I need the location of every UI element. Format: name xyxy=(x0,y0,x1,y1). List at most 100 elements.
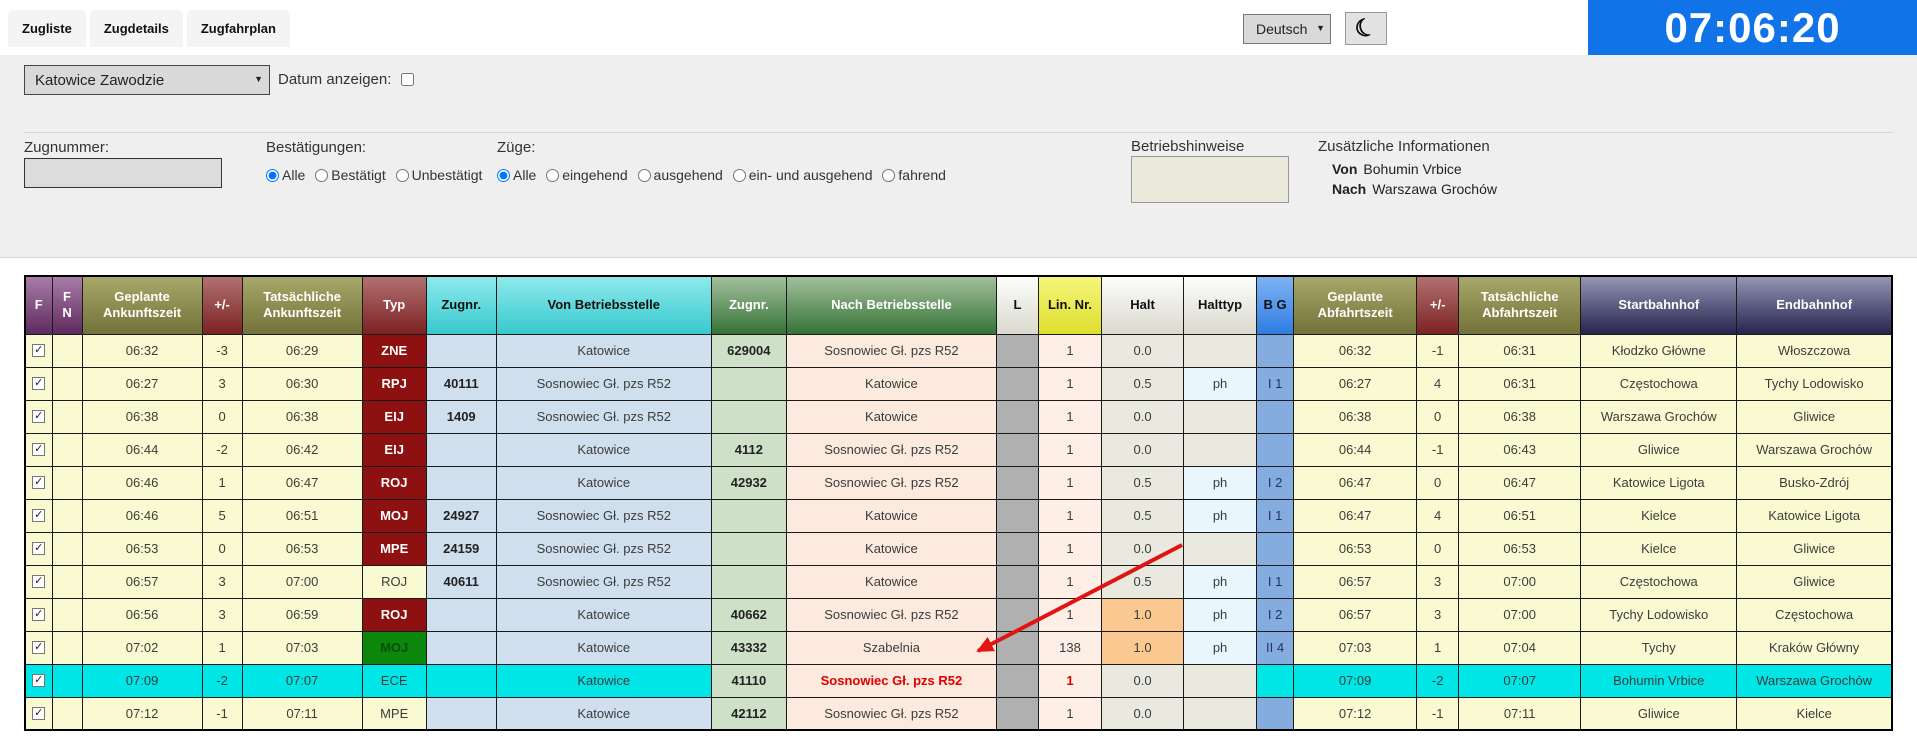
row-checkbox[interactable] xyxy=(32,575,46,588)
cell-halt: 0.0 xyxy=(1101,663,1185,698)
station-select[interactable]: Katowice Zawodzie xyxy=(24,65,270,95)
row-checkbox[interactable] xyxy=(32,344,46,357)
zugnummer-label: Zugnummer: xyxy=(24,139,110,156)
cell-typ: MOJ xyxy=(361,630,427,665)
cell-halt: 0.0 xyxy=(1101,696,1185,731)
cell-delta-abfahrt: 3 xyxy=(1416,564,1460,599)
cell-fn xyxy=(51,630,83,665)
tab-zugliste[interactable]: Zugliste xyxy=(8,10,86,47)
table-row[interactable]: 06:32 -3 06:29 ZNE Katowice 629004 Sosno… xyxy=(24,333,1893,368)
table-row[interactable]: 07:09 -2 07:07 ECE Katowice 41110 Sosnow… xyxy=(24,663,1893,698)
radio-option[interactable]: Alle xyxy=(266,167,305,183)
cell-halttyp: ph xyxy=(1183,498,1258,533)
cell-lin-nr: 138 xyxy=(1037,630,1103,665)
tab-zugfahrplan[interactable]: Zugfahrplan xyxy=(186,10,290,47)
cell-l xyxy=(995,333,1039,368)
radio-ein-und-ausgehend[interactable] xyxy=(732,169,746,182)
cell-zugnr-von xyxy=(425,465,497,500)
table-row[interactable]: 06:46 5 06:51 MOJ 24927 Sosnowiec Gł. pz… xyxy=(24,498,1893,533)
table-row[interactable]: 07:02 1 07:03 MOJ Katowice 43332 Szabeln… xyxy=(24,630,1893,665)
cell-bg: I 1 xyxy=(1256,366,1295,401)
cell-zugnr-von: 24927 xyxy=(425,498,497,533)
cell-fn xyxy=(51,465,83,500)
radio-option[interactable]: Bestätigt xyxy=(315,167,386,183)
cell-delta-abfahrt: 3 xyxy=(1416,597,1460,632)
cell-tatsaechliche-abfahrt: 06:31 xyxy=(1458,366,1582,401)
cell-fn xyxy=(51,531,83,566)
cell-tatsaechliche-ankunft: 06:38 xyxy=(241,399,363,434)
radio-option[interactable]: Alle xyxy=(497,167,536,183)
table-row[interactable]: 06:27 3 06:30 RPJ 40111 Sosnowiec Gł. pz… xyxy=(24,366,1893,401)
radio-option[interactable]: ein- und ausgehend xyxy=(732,167,873,183)
cell-bg xyxy=(1256,432,1295,467)
von-label: Von xyxy=(1332,161,1358,177)
cell-startbahnhof: Tychy xyxy=(1580,630,1738,665)
cell-l xyxy=(995,465,1039,500)
radio-alle-zuege[interactable] xyxy=(497,169,510,182)
cell-bg xyxy=(1256,333,1295,368)
cell-delta-abfahrt: 1 xyxy=(1416,630,1460,665)
cell-startbahnhof: Gliwice xyxy=(1580,696,1738,731)
cell-bg xyxy=(1256,399,1295,434)
cell-confirmed xyxy=(24,465,53,500)
zugnummer-input[interactable] xyxy=(24,158,222,188)
cell-halttyp xyxy=(1183,333,1258,368)
cell-zugnr-von: 40111 xyxy=(425,366,497,401)
datum-checkbox[interactable] xyxy=(400,73,414,86)
row-checkbox[interactable] xyxy=(32,674,46,687)
language-select[interactable]: Deutsch xyxy=(1243,14,1331,44)
cell-delta-ankunft: 5 xyxy=(201,498,243,533)
col-header-von-betriebsstelle: Von Betriebsstelle xyxy=(495,275,712,335)
radio-ausgehend[interactable] xyxy=(637,169,651,182)
cell-zugnr-von xyxy=(425,432,497,467)
radio-option[interactable]: fahrend xyxy=(882,167,946,183)
radio-unbestaetigt[interactable] xyxy=(395,169,409,182)
row-checkbox[interactable] xyxy=(32,542,46,555)
table-row[interactable]: 06:44 -2 06:42 EIJ Katowice 4112 Sosnowi… xyxy=(24,432,1893,467)
table-row[interactable]: 06:56 3 06:59 ROJ Katowice 40662 Sosnowi… xyxy=(24,597,1893,632)
cell-tatsaechliche-abfahrt: 06:53 xyxy=(1458,531,1582,566)
radio-eingehend[interactable] xyxy=(546,169,560,182)
radio-option[interactable]: Unbestätigt xyxy=(395,167,482,183)
radio-label: eingehend xyxy=(562,167,628,183)
cell-tatsaechliche-ankunft: 06:53 xyxy=(241,531,363,566)
table-row[interactable]: 06:57 3 07:00 ROJ 40611 Sosnowiec Gł. pz… xyxy=(24,564,1893,599)
row-checkbox[interactable] xyxy=(32,377,46,390)
row-checkbox[interactable] xyxy=(32,641,46,654)
radio-option[interactable]: eingehend xyxy=(546,167,628,183)
row-checkbox[interactable] xyxy=(32,608,46,621)
cell-halttyp: ph xyxy=(1183,597,1258,632)
betriebshinweise-textarea[interactable] xyxy=(1131,156,1289,203)
cell-tatsaechliche-abfahrt: 07:00 xyxy=(1458,564,1582,599)
col-header-halt: Halt xyxy=(1101,275,1185,335)
cell-bg xyxy=(1256,696,1295,731)
radio-bestaetigt[interactable] xyxy=(315,169,329,182)
table-row[interactable]: 06:53 0 06:53 MPE 24159 Sosnowiec Gł. pz… xyxy=(24,531,1893,566)
table-row[interactable]: 06:38 0 06:38 EIJ 1409 Sosnowiec Gł. pzs… xyxy=(24,399,1893,434)
cell-confirmed xyxy=(24,399,53,434)
cell-confirmed xyxy=(24,498,53,533)
tab-zugdetails[interactable]: Zugdetails xyxy=(89,10,183,47)
radio-fahrend[interactable] xyxy=(882,169,896,182)
radio-alle[interactable] xyxy=(266,169,279,182)
cell-delta-abfahrt: 0 xyxy=(1416,531,1460,566)
cell-von-betriebsstelle: Katowice xyxy=(495,630,712,665)
col-header-delta-abfahrt: +/- xyxy=(1416,275,1460,335)
row-checkbox[interactable] xyxy=(32,476,46,489)
cell-geplante-abfahrt: 06:38 xyxy=(1293,399,1418,434)
row-checkbox[interactable] xyxy=(32,410,46,423)
cell-geplante-abfahrt: 07:12 xyxy=(1293,696,1418,731)
cell-endbahnhof: Włoszczowa xyxy=(1736,333,1893,368)
row-checkbox[interactable] xyxy=(32,509,46,522)
cell-von-betriebsstelle: Sosnowiec Gł. pzs R52 xyxy=(495,531,712,566)
table-row[interactable]: 06:46 1 06:47 ROJ Katowice 42932 Sosnowi… xyxy=(24,465,1893,500)
cell-typ: RPJ xyxy=(361,366,427,401)
radio-option[interactable]: ausgehend xyxy=(637,167,723,183)
row-checkbox[interactable] xyxy=(32,443,46,456)
cell-tatsaechliche-abfahrt: 06:43 xyxy=(1458,432,1582,467)
table-row[interactable]: 07:12 -1 07:11 MPE Katowice 42112 Sosnow… xyxy=(24,696,1893,731)
cell-startbahnhof: Częstochowa xyxy=(1580,564,1738,599)
row-checkbox[interactable] xyxy=(32,706,46,720)
dark-mode-toggle[interactable]: ☾ xyxy=(1345,12,1387,45)
